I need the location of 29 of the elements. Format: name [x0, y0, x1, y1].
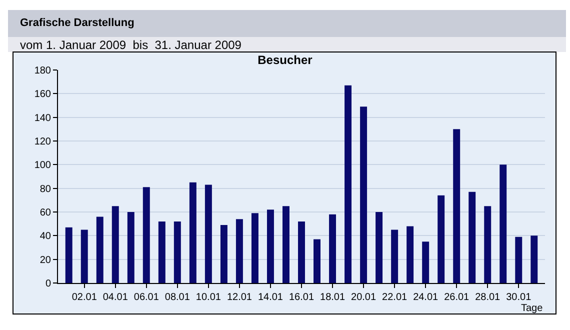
text: vom 1. Januar 2009 bis 31. Januar 2009 — [20, 38, 242, 52]
text: Grafische Darstellung — [20, 17, 134, 29]
x-tick-label: 08.01 — [164, 292, 190, 303]
x-axis-title: Tage — [521, 303, 544, 314]
x-tick-label: 30.01 — [506, 292, 532, 303]
x-tick-label: 18.01 — [320, 292, 346, 303]
x-tick-label: 02.01 — [72, 292, 98, 303]
y-tick-label: 160 — [34, 89, 52, 100]
y-tick-label: 180 — [34, 66, 52, 76]
chart-title: Besucher — [258, 53, 313, 68]
x-tick-label: 10.01 — [196, 292, 222, 303]
x-tick-label: 06.01 — [134, 292, 160, 303]
y-tick-label: 0 — [45, 278, 52, 290]
x-tick-label: 28.01 — [475, 292, 501, 303]
x-tick-label: 04.01 — [102, 292, 128, 303]
x-tick-label: 20.01 — [351, 292, 376, 303]
x-tick-label: 26.01 — [444, 292, 470, 303]
x-tick-label: 22.01 — [382, 292, 408, 303]
x-tick-label: 14.01 — [258, 292, 284, 303]
x-tick-label: 12.01 — [226, 292, 252, 303]
y-tick-label: 40 — [40, 231, 52, 242]
y-tick-label: 80 — [40, 184, 52, 195]
x-tick-label: 24.01 — [413, 292, 439, 303]
x-tick-label: 16.01 — [288, 292, 314, 303]
y-tick-label: 100 — [34, 160, 52, 172]
y-tick-label: 140 — [34, 112, 52, 124]
y-tick-label: 60 — [40, 208, 52, 218]
y-tick-label: 120 — [34, 136, 52, 148]
y-tick-label: 20 — [40, 254, 52, 266]
